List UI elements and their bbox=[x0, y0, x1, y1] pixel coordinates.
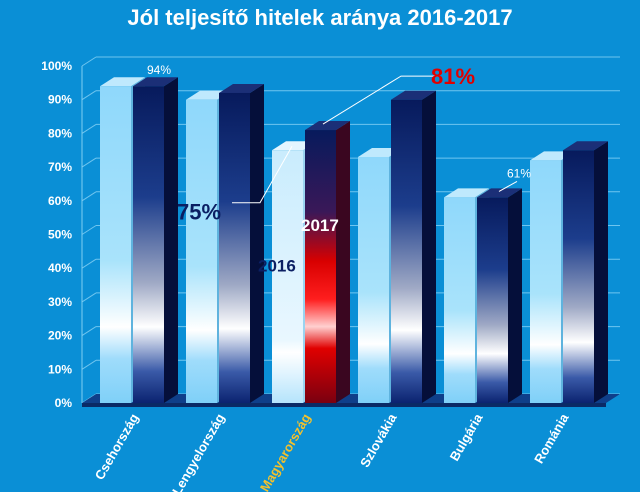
category-label: Bulgária bbox=[447, 410, 486, 463]
y-tick-label: 30% bbox=[48, 295, 72, 309]
gridline-diag bbox=[81, 258, 97, 269]
bar-front bbox=[272, 150, 303, 403]
bar-2017 bbox=[219, 83, 264, 404]
y-tick-label: 20% bbox=[48, 329, 72, 343]
bar-2017 bbox=[305, 121, 350, 403]
bar-top bbox=[219, 83, 264, 93]
bar-top bbox=[391, 90, 436, 100]
data-label-cz-2017: 94% bbox=[147, 63, 171, 77]
bar-top bbox=[305, 121, 350, 131]
chart-title: Jól teljesítő hitelek aránya 2016-2017 bbox=[127, 5, 513, 30]
bar-front bbox=[563, 150, 594, 403]
category-label: Lengyelország bbox=[169, 411, 228, 492]
data-label-bg-2017: 61% bbox=[507, 166, 531, 180]
category-label: Magyarország bbox=[257, 411, 314, 492]
y-tick-label: 50% bbox=[48, 228, 72, 242]
leader-line-hu-2016 bbox=[232, 146, 293, 204]
gridline-diag bbox=[81, 157, 97, 168]
gridline-diag bbox=[81, 56, 97, 67]
category-label: Csehország bbox=[92, 411, 142, 482]
bar-front bbox=[186, 99, 217, 403]
bar-2017 bbox=[477, 188, 522, 403]
y-tick-label: 90% bbox=[48, 93, 72, 107]
bar-front bbox=[391, 99, 422, 403]
data-label-hu-2016: 75% bbox=[177, 200, 221, 225]
y-tick-label: 40% bbox=[48, 261, 72, 275]
y-tick-label: 60% bbox=[48, 194, 72, 208]
bar-front bbox=[358, 156, 389, 403]
bar-2017 bbox=[133, 77, 178, 403]
gridline-diag bbox=[81, 191, 97, 202]
category-label: Románia bbox=[531, 410, 572, 466]
bar-top bbox=[563, 141, 608, 151]
x-axis: Csehország Lengyelország Magyarország Szlov… bbox=[92, 410, 572, 492]
y-axis: 0% 10% 20% 30% 40% 50% 60% 70% 80% 90% 100% bbox=[41, 59, 83, 410]
y-tick-label: 100% bbox=[41, 59, 72, 73]
bar-front bbox=[100, 86, 131, 403]
y-tick-label: 70% bbox=[48, 160, 72, 174]
bar-side bbox=[250, 83, 264, 404]
gridline-diag bbox=[81, 326, 97, 337]
bar-front bbox=[305, 130, 336, 403]
gridline-diag bbox=[81, 225, 97, 235]
data-label-hu-2017: 81% bbox=[431, 64, 475, 89]
annotations: 94% 61% 75% 81% 2016 2017 bbox=[147, 63, 531, 275]
bar-side bbox=[594, 141, 608, 403]
bars bbox=[100, 77, 608, 404]
bar-front bbox=[444, 197, 475, 403]
gridline-diag bbox=[81, 359, 97, 370]
y-tick-label: 10% bbox=[48, 362, 72, 376]
bar-front bbox=[133, 86, 164, 403]
y-tick-label: 0% bbox=[55, 396, 73, 410]
bar-2017 bbox=[391, 90, 436, 403]
bar-2017 bbox=[563, 141, 608, 403]
bar-side bbox=[422, 90, 436, 403]
leader-line-hu-2017 bbox=[322, 75, 439, 125]
y-tick-label: 80% bbox=[48, 126, 72, 140]
category-label: Szlovákia bbox=[357, 410, 400, 469]
bar-top bbox=[100, 77, 145, 87]
bar-top bbox=[133, 77, 178, 87]
bar-front bbox=[477, 197, 508, 403]
gridline-diag bbox=[81, 123, 97, 134]
bar-front bbox=[530, 160, 561, 403]
bar-side bbox=[336, 121, 350, 403]
bar-top bbox=[444, 188, 489, 198]
bar-top bbox=[477, 188, 522, 198]
floor-front bbox=[82, 403, 606, 407]
bar-front bbox=[219, 92, 250, 404]
gridline-diag bbox=[81, 292, 97, 303]
series-label-2016: 2016 bbox=[258, 257, 296, 276]
series-label-2017: 2017 bbox=[301, 216, 339, 235]
gridline-diag bbox=[81, 90, 97, 101]
leader-line-bg bbox=[498, 180, 518, 192]
bar-side bbox=[164, 77, 178, 403]
bar-side bbox=[508, 188, 522, 403]
